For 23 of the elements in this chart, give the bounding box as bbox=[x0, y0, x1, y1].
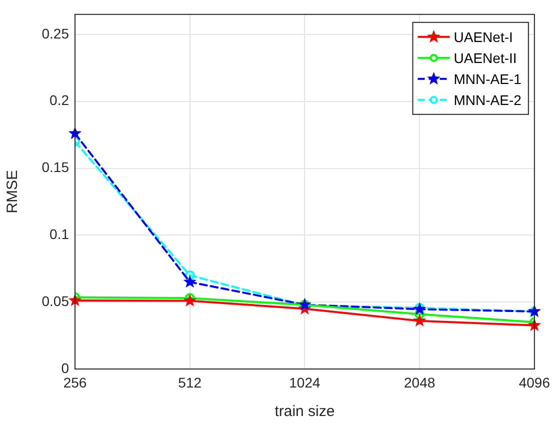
point bbox=[183, 275, 197, 288]
point bbox=[183, 294, 197, 306]
y-tick-label: 0.25 bbox=[42, 25, 70, 42]
point bbox=[412, 314, 426, 326]
x-tick-label: 4096 bbox=[518, 374, 550, 390]
point bbox=[528, 304, 542, 318]
y-tick-label: 0.2 bbox=[50, 92, 70, 108]
legend-label: MNN-AE-1 bbox=[454, 70, 522, 87]
y-tick-label: 0.15 bbox=[42, 159, 70, 176]
legend-label: UAENet-II bbox=[454, 50, 517, 66]
x-tick-label: 2048 bbox=[404, 374, 436, 390]
y-tick-label: 0 bbox=[61, 360, 70, 376]
y-tick-label: 0.1 bbox=[50, 226, 70, 242]
x-tick-label: 512 bbox=[178, 374, 202, 390]
y-tick-label: 0.05 bbox=[42, 292, 70, 309]
point bbox=[414, 309, 425, 320]
x-axis-title: train size bbox=[274, 403, 335, 420]
point bbox=[184, 293, 195, 304]
y-axis-title: RMSE bbox=[4, 170, 22, 214]
legend-label: MNN-AE-2 bbox=[454, 92, 522, 108]
legend-label: UAENet-I bbox=[454, 28, 513, 45]
x-tick-label: 256 bbox=[63, 374, 87, 390]
x-tick-label: 1024 bbox=[289, 374, 320, 390]
